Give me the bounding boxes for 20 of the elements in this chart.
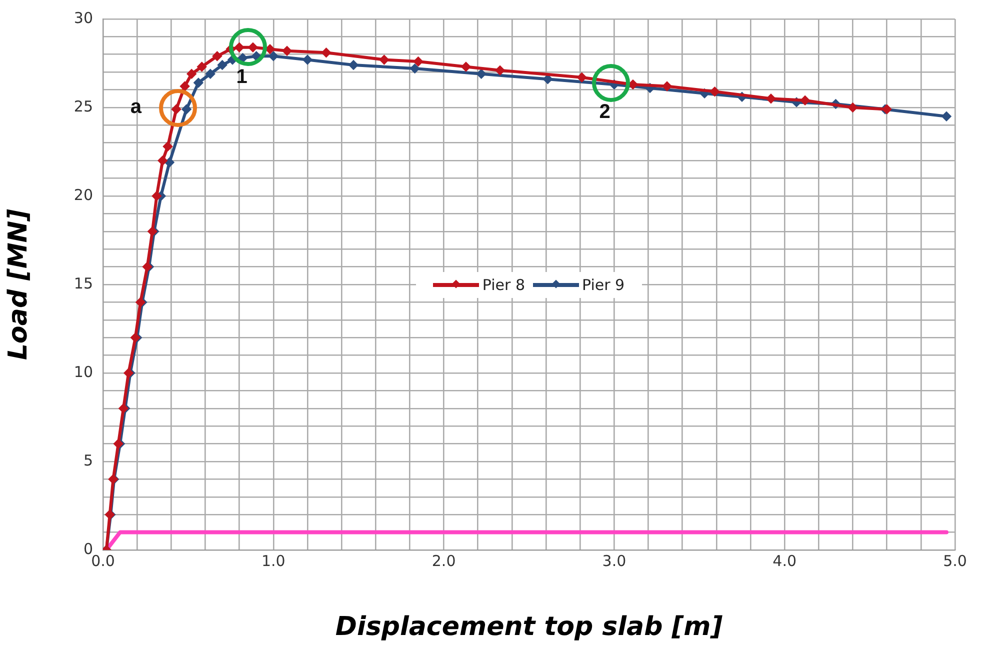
x-axis-title: Displacement top slab [m] (335, 612, 723, 642)
y-tick-label: 5 (83, 451, 93, 470)
y-tick-label: 25 (74, 97, 93, 116)
annotation: 2 (599, 101, 610, 124)
legend-label: Pier 8 (482, 276, 525, 294)
x-tick-label: 2.0 (432, 552, 456, 570)
y-tick-label: 20 (74, 186, 93, 204)
y-tick-label: 0 (83, 540, 93, 558)
x-tick-label: 4.0 (772, 552, 797, 570)
y-tick-label: 30 (74, 8, 93, 27)
y-tick-label: 15 (74, 274, 93, 292)
x-tick-label: 3.0 (602, 552, 626, 570)
x-tick-label: 0.0 (91, 552, 115, 570)
legend-label: Pier 9 (582, 276, 625, 294)
annotation: a (130, 96, 142, 118)
y-axis-title: Load [MN] (3, 208, 34, 360)
x-tick-label: 1.0 (261, 552, 286, 570)
x-tick-label: 5.0 (943, 552, 967, 570)
annotation: 1 (236, 66, 248, 88)
y-tick-label: 10 (74, 362, 93, 381)
